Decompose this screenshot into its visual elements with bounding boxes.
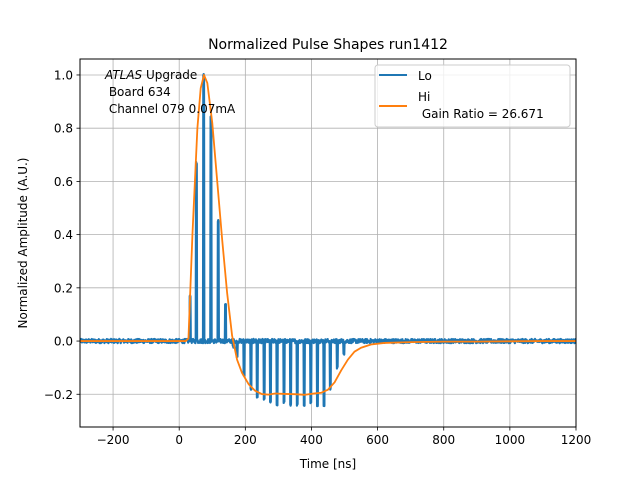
legend-label-hi: Hi (418, 90, 430, 104)
x-tick-label: 0 (175, 433, 183, 447)
x-tick-label: 1000 (495, 433, 526, 447)
x-tick-label: 200 (234, 433, 257, 447)
legend-box (374, 64, 571, 128)
y-tick-label: 1.0 (54, 68, 73, 82)
y-tick-label: 0.4 (54, 228, 73, 242)
channel-label: Channel 079 0.07mA (105, 102, 236, 116)
x-axis-ticks: −200 0 200 400 600 800 1000 1200 (97, 427, 592, 447)
y-tick-label: 0.0 (54, 335, 73, 349)
y-tick-label: 0.2 (54, 281, 73, 295)
atlas-annotation: ATLAS Upgrade Board 634 Channel 079 0.07… (104, 68, 236, 116)
svg-text:ATLAS Upgrade: ATLAS Upgrade (104, 68, 197, 82)
axes-frame (79, 58, 577, 428)
series-hi-line (80, 74, 576, 396)
x-tick-label: 1200 (561, 433, 592, 447)
x-axis-label: Time [ns] (299, 457, 356, 471)
y-axis-ticks: −0.2 0.0 0.2 0.4 0.6 0.8 1.0 (44, 68, 80, 402)
chart-title: Normalized Pulse Shapes run1412 (208, 37, 448, 53)
atlas-label: ATLAS (104, 68, 143, 82)
legend: Lo Hi Gain Ratio = 26.671 (374, 64, 571, 128)
y-tick-label: −0.2 (44, 388, 73, 402)
legend-label-gain-ratio: Gain Ratio = 26.671 (418, 107, 544, 121)
series-lo-line (80, 73, 576, 408)
x-tick-label: 800 (432, 433, 455, 447)
y-tick-label: 0.6 (54, 175, 73, 189)
upgrade-label: Upgrade (142, 68, 197, 82)
x-tick-label: 600 (366, 433, 389, 447)
x-tick-label: 400 (300, 433, 323, 447)
x-tick-label: −200 (97, 433, 130, 447)
plot-area (80, 73, 576, 408)
legend-label-lo: Lo (418, 69, 432, 83)
y-tick-label: 0.8 (54, 122, 73, 136)
board-label: Board 634 (105, 85, 171, 99)
y-axis-label: Normalized Amplitude (A.U.) (16, 158, 30, 329)
